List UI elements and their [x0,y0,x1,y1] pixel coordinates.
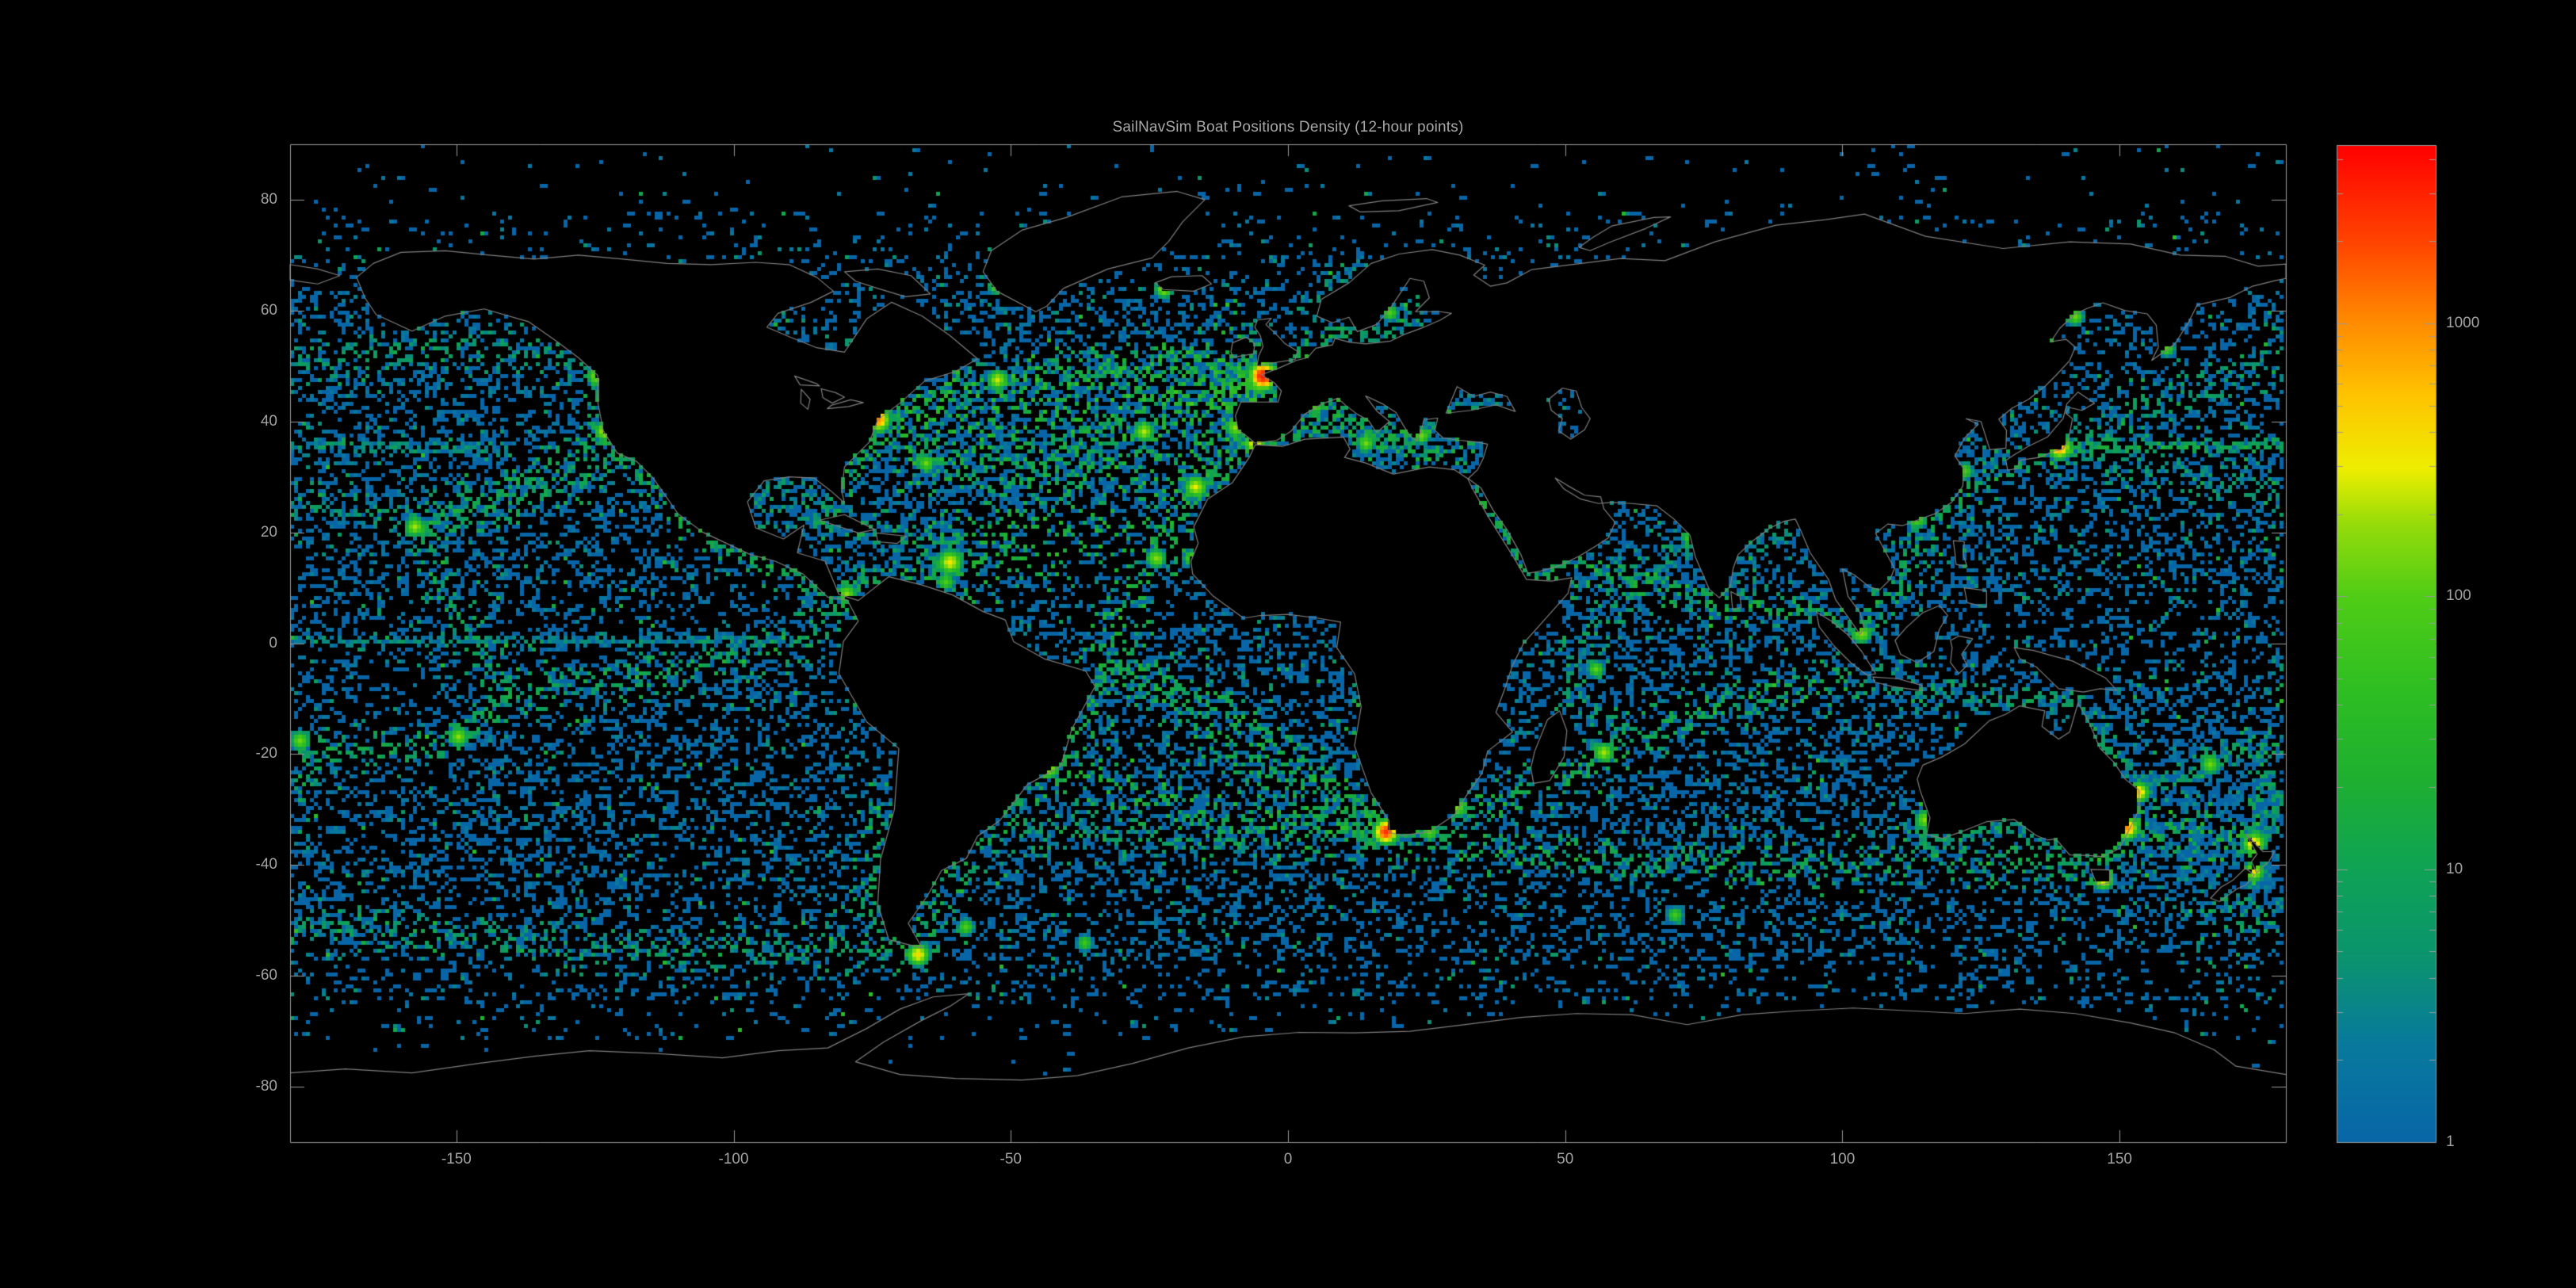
x-axis-tick-label: -100 [718,1151,749,1168]
x-axis-tick-label: 100 [1829,1151,1856,1168]
y-axis-tick-label: -80 [255,1078,277,1095]
colorbar-tick-label: 100 [2446,587,2471,605]
y-axis-tick-label: 40 [260,412,277,430]
x-axis-tick-label: -50 [999,1151,1022,1168]
y-axis-tick-label: 20 [260,523,277,541]
y-axis-tick-label: -60 [255,967,277,984]
y-axis-tick-label: 60 [260,301,277,319]
x-axis-tick-label: 50 [1557,1151,1574,1168]
colorbar-tick-label: 1000 [2446,314,2480,331]
colorbar-tick-label: 10 [2446,860,2463,877]
y-axis-tick-label: -20 [255,745,277,762]
y-axis-tick-label: 80 [260,190,277,208]
y-axis-tick-label: -40 [255,856,277,873]
chart-title: SailNavSim Boat Positions Density (12-ho… [1112,119,1464,136]
x-axis-tick-label: 150 [2107,1151,2132,1168]
x-axis-tick-label: -150 [441,1151,472,1168]
colorbar-tick-label: 1 [2446,1133,2455,1150]
x-axis-tick-label: 0 [1283,1151,1293,1168]
y-axis-tick-label: 0 [269,634,277,652]
